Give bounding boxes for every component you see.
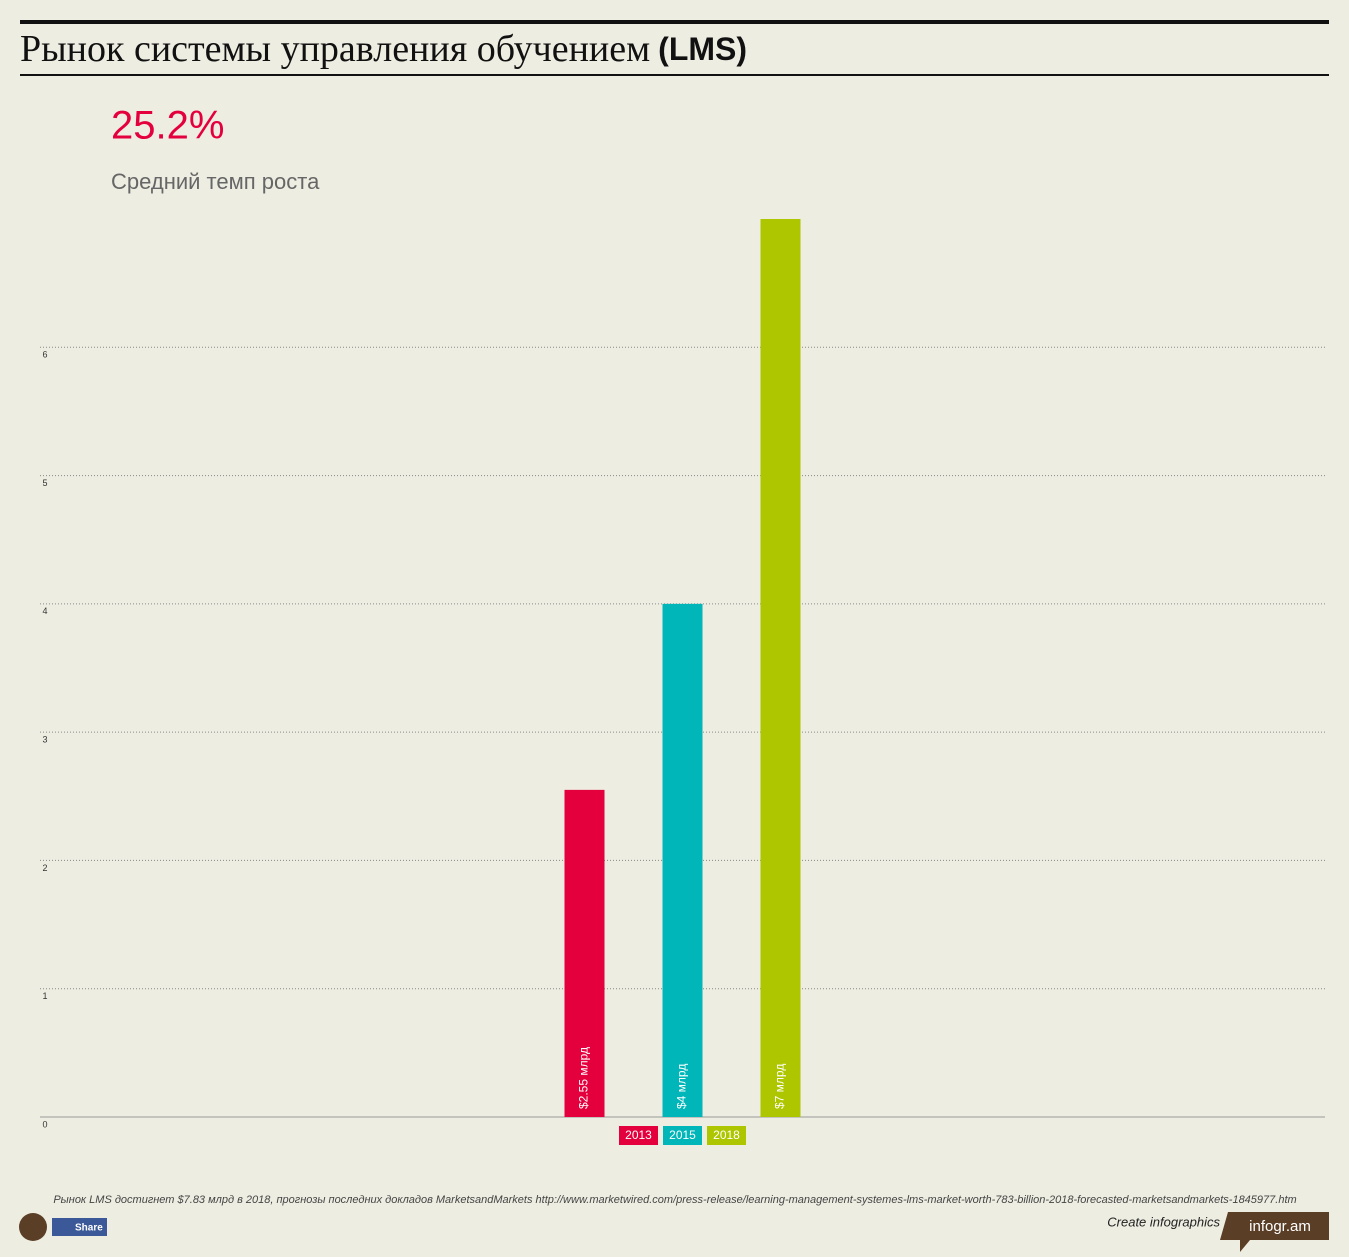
title-main: Рынок системы управления обучением [20, 28, 650, 70]
share-button[interactable] [52, 1218, 107, 1236]
bar [564, 789, 605, 1117]
share-icon[interactable] [19, 1213, 47, 1241]
bar [662, 603, 703, 1117]
legend-swatch [707, 1126, 746, 1145]
chart-title: Рынок системы управления обучением (LMS) [20, 28, 747, 70]
y-tick-label: 3 [42, 735, 47, 745]
footnote: Рынок LMS достигнет $7.83 млрд в 2018, п… [53, 1194, 1296, 1206]
stat: 25.2% [111, 104, 224, 148]
legend-swatch [663, 1126, 702, 1145]
legend-swatch [619, 1126, 658, 1145]
legend-label: 2018 [713, 1128, 740, 1142]
y-tick-label: 4 [42, 606, 47, 616]
legend-label: 2015 [669, 1128, 696, 1142]
bar [760, 219, 801, 1117]
value-label: $4 млрд [675, 1064, 689, 1109]
create-link[interactable]: Create infographics [1107, 1214, 1220, 1229]
y-tick-label: 6 [42, 350, 47, 360]
share-text[interactable]: Share [75, 1223, 103, 1234]
legend-label: 2013 [625, 1128, 652, 1142]
y-tick-label: 2 [42, 863, 47, 873]
value-label: $7 млрд [773, 1064, 787, 1109]
value-label: $2.55 млрд [577, 1047, 591, 1109]
y-tick-label: 0 [42, 1119, 47, 1129]
top-rule [20, 20, 1329, 24]
y-tick-label: 1 [42, 991, 47, 1001]
brand-badge[interactable] [1220, 1212, 1329, 1252]
title-rule [20, 74, 1329, 76]
brand[interactable]: infogr.am [1249, 1218, 1311, 1235]
y-tick-label: 5 [42, 478, 47, 488]
stat-label: Средний темп роста [111, 169, 320, 194]
title-emphasis: (LMS) [658, 31, 747, 67]
